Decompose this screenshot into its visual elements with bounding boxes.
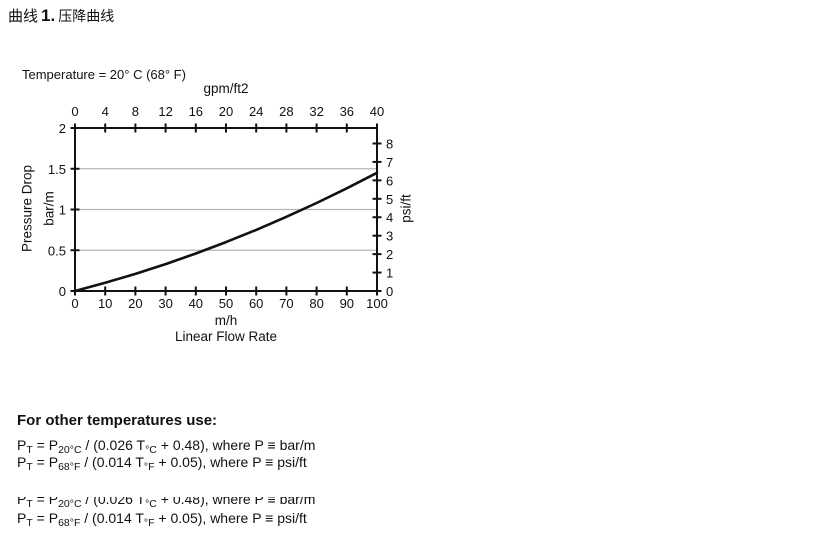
svg-text:5: 5 <box>386 192 393 207</box>
formula-subscript: °F <box>143 461 155 473</box>
svg-text:2: 2 <box>386 247 393 262</box>
page-title: 曲线 1. 压降曲线 <box>8 5 114 26</box>
pressure-drop-curve <box>73 171 379 293</box>
left-axis-name-label: Pressure Drop <box>19 164 35 253</box>
svg-text:1: 1 <box>386 266 393 281</box>
svg-text:10: 10 <box>98 296 112 311</box>
temperature-note: Temperature = 20° C (68° F) <box>22 67 186 82</box>
title-prefix: 曲线 <box>8 8 39 25</box>
formula-subscript: T <box>26 461 33 473</box>
formula-subscript: 20°C <box>58 498 82 510</box>
formula-subscript: °F <box>143 517 155 529</box>
svg-text:36: 36 <box>340 104 354 119</box>
formula-text: P <box>17 510 27 526</box>
formula-text: + 0.05), where P ≡ psi/ft <box>154 454 307 470</box>
svg-text:0: 0 <box>59 284 66 299</box>
svg-text:20: 20 <box>219 104 233 119</box>
svg-text:1.5: 1.5 <box>48 162 66 177</box>
left-axis-unit-label: bar/m <box>41 191 57 226</box>
title-suffix: 压降曲线 <box>58 8 115 24</box>
formula-bar-line-repeat: PT = P20°C / (0.026 T°C + 0.48), where P… <box>17 491 316 510</box>
svg-text:32: 32 <box>309 104 323 119</box>
formula-text: + 0.48), where P ≡ bar/m <box>156 491 316 507</box>
svg-text:60: 60 <box>249 296 263 311</box>
formula-subscript: 20°C <box>58 444 82 456</box>
svg-text:4: 4 <box>102 104 109 119</box>
bottom-axis: 0 10 20 30 40 50 60 70 80 90 100 <box>71 286 388 311</box>
formula-subscript: T <box>26 444 33 456</box>
svg-text:80: 80 <box>309 296 323 311</box>
svg-text:3: 3 <box>386 229 393 244</box>
svg-text:12: 12 <box>158 104 172 119</box>
svg-text:40: 40 <box>189 296 203 311</box>
formula-subscript: 68°F <box>58 461 81 473</box>
formula-subscript: °C <box>145 498 157 510</box>
svg-text:30: 30 <box>158 296 172 311</box>
formula-psi-line: PT = P68°F / (0.014 T°F + 0.05), where P… <box>17 454 307 473</box>
formula-text: = P <box>32 510 59 526</box>
svg-text:7: 7 <box>386 155 393 170</box>
svg-text:16: 16 <box>189 104 203 119</box>
svg-text:0: 0 <box>71 104 78 119</box>
bottom-axis-unit-label: m/h <box>214 313 238 328</box>
top-axis: 0 4 8 12 16 20 24 28 32 36 40 <box>71 104 384 133</box>
svg-text:0: 0 <box>386 284 393 299</box>
top-axis-unit-label: gpm/ft2 <box>203 81 249 96</box>
svg-text:8: 8 <box>132 104 139 119</box>
pressure-drop-chart: 0 4 8 12 16 20 24 28 32 36 400 10 20 30 40 50 60 70 80 90 10… <box>48 104 393 311</box>
svg-text:90: 90 <box>340 296 354 311</box>
formula-text: / (0.026 T <box>81 437 146 453</box>
title-number: 1. <box>41 6 56 25</box>
right-axis-unit-label: psi/ft <box>398 194 414 223</box>
svg-text:8: 8 <box>386 136 393 151</box>
formula-bar-line: PT = P20°C / (0.026 T°C + 0.48), where P… <box>17 437 315 456</box>
svg-text:24: 24 <box>249 104 263 119</box>
svg-text:100: 100 <box>366 296 388 311</box>
svg-text:40: 40 <box>370 104 384 119</box>
formula-text: = P <box>32 491 59 507</box>
svg-text:1: 1 <box>59 203 66 218</box>
formulas-heading: For other temperatures use: <box>17 412 218 429</box>
svg-text:2: 2 <box>59 121 66 136</box>
formula-text: P <box>17 491 27 507</box>
svg-text:0.5: 0.5 <box>48 243 66 258</box>
svg-text:4: 4 <box>386 210 393 225</box>
bottom-axis-name-label: Linear Flow Rate <box>174 329 278 344</box>
right-axis: 0 1 2 3 4 5 6 7 8 <box>372 136 393 299</box>
gridlines <box>75 168 377 251</box>
formula-text: / (0.014 T <box>80 454 144 470</box>
formula-subscript: T <box>26 498 33 510</box>
left-axis: 0 0.5 1 1.5 2 <box>48 121 80 299</box>
formula-text: = P <box>32 437 59 453</box>
svg-text:70: 70 <box>279 296 293 311</box>
svg-text:20: 20 <box>128 296 142 311</box>
formula-psi-line-repeat: PT = P68°F / (0.014 T°F + 0.05), where P… <box>17 510 307 529</box>
formula-text: / (0.014 T <box>80 510 144 526</box>
formula-text: P <box>17 454 27 470</box>
formula-subscript: °C <box>145 444 157 456</box>
formula-text: / (0.026 T <box>81 491 146 507</box>
formula-text: + 0.48), where P ≡ bar/m <box>156 437 316 453</box>
formula-text: P <box>17 437 27 453</box>
svg-text:6: 6 <box>386 173 393 188</box>
formula-text: = P <box>32 454 59 470</box>
svg-text:0: 0 <box>71 296 78 311</box>
svg-text:28: 28 <box>279 104 293 119</box>
formula-text: + 0.05), where P ≡ psi/ft <box>154 510 307 526</box>
formula-subscript: T <box>26 517 33 529</box>
formula-subscript: 68°F <box>58 517 81 529</box>
svg-text:50: 50 <box>219 296 233 311</box>
